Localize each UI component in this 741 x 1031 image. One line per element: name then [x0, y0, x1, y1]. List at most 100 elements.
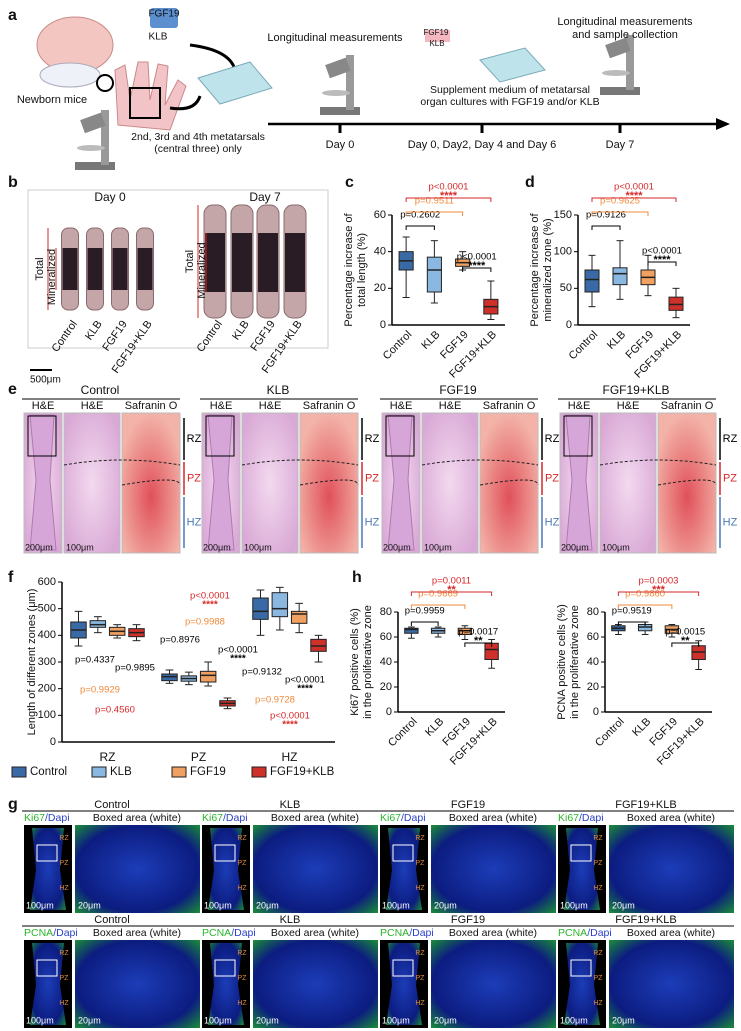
- boxed-area: [392, 959, 414, 977]
- bone-mineralized: [137, 248, 153, 290]
- label: (central three) only: [154, 143, 242, 155]
- legend-label: FGF19+KLB: [270, 766, 335, 778]
- stain-label: Ki67/Dapi: [558, 812, 604, 824]
- p-value: p=0.9895: [115, 663, 155, 674]
- bone-mineralized: [112, 248, 128, 290]
- label: RZ: [365, 433, 380, 445]
- micrograph: [299, 412, 359, 554]
- group-title: FGF19+KLB: [602, 383, 669, 397]
- label: 100μm: [602, 542, 630, 552]
- p-value: p=0.9511: [415, 196, 454, 207]
- boxed-area: [214, 959, 236, 977]
- label: HZ: [237, 885, 247, 892]
- label: Day 0, Day2, Day 4 and Day 6: [408, 139, 557, 151]
- p-value: p=0.9669: [418, 589, 458, 600]
- p-value: p=0.4337: [75, 655, 115, 666]
- label: RZ: [593, 835, 603, 842]
- label: PZ: [365, 472, 379, 484]
- micrograph: [121, 412, 181, 554]
- label: 2nd, 3rd and 4th metatarsals: [131, 131, 265, 143]
- label: HZ: [365, 516, 380, 528]
- boxed-area: [392, 844, 414, 862]
- fluorescence-image: [253, 825, 378, 913]
- significance-bracket: [405, 225, 435, 230]
- counterstain-name: /Dapi: [53, 927, 78, 939]
- p-value: p=0.9132: [242, 667, 282, 678]
- microscope: [346, 55, 354, 110]
- significance-bracket: [462, 267, 492, 272]
- label: 20μm: [434, 1015, 457, 1025]
- significance-bracket: [405, 197, 492, 202]
- label: 20μm: [612, 1015, 635, 1025]
- counterstain-name: /Dapi: [223, 812, 248, 824]
- legend-swatch: [91, 766, 107, 778]
- box: [271, 592, 289, 618]
- significance-stars: **: [474, 635, 483, 647]
- label: Longitudinal measurements: [557, 16, 693, 28]
- y-tick-label: 0: [593, 706, 599, 718]
- label: 20μm: [78, 900, 101, 910]
- zone-boundary: [657, 479, 717, 486]
- label: 100μm: [204, 1015, 232, 1025]
- x-tick-label: Control: [593, 716, 627, 750]
- group-title: Control: [81, 383, 120, 397]
- arrow: [169, 95, 202, 111]
- legend-swatch: [251, 766, 267, 778]
- panel-label: e: [8, 381, 17, 398]
- stain-label: PCNA/Dapi: [558, 927, 612, 939]
- boxed-area: [570, 844, 592, 862]
- stain-name: PCNA: [558, 927, 587, 939]
- label: HZ: [415, 1000, 425, 1007]
- x-tick-label: RZ: [100, 750, 116, 764]
- zone-boundary: [479, 479, 539, 486]
- significance-bracket: [591, 197, 677, 202]
- zone-boundary: [599, 459, 717, 466]
- y-tick-label: 100: [554, 246, 572, 258]
- stain-label: Ki67/Dapi: [380, 812, 426, 824]
- label: Day 7: [249, 190, 281, 204]
- boxed-area: [129, 87, 161, 119]
- y-tick-label: 0: [380, 319, 386, 331]
- fluorescence-image: [431, 940, 556, 1028]
- label: RZ: [237, 950, 247, 957]
- label: Safranin O: [303, 400, 356, 412]
- label: 20μm: [256, 900, 279, 910]
- label: H&E: [259, 400, 282, 412]
- label: Supplement medium of metatarsal: [430, 84, 590, 96]
- label: RZ: [59, 950, 69, 957]
- label: PZ: [723, 472, 737, 484]
- stain-name: PCNA: [380, 927, 409, 939]
- fluorescence-image: [253, 940, 378, 1028]
- label: H&E: [210, 400, 233, 412]
- boxed-area: [36, 959, 58, 977]
- y-tick-label: 0: [566, 319, 572, 331]
- label: RZ: [415, 835, 425, 842]
- bone-outline: [387, 414, 415, 551]
- label: 20μm: [434, 900, 457, 910]
- stain-name: Ki67: [24, 812, 45, 824]
- label: 200μm: [383, 542, 411, 552]
- microscope: [602, 70, 630, 76]
- boxed-area: [214, 844, 236, 862]
- y-axis-label: in the proliferative zone: [569, 605, 581, 719]
- counterstain-name: /Dapi: [409, 927, 434, 939]
- label: Boxed area (white): [449, 927, 537, 939]
- label: 200μm: [203, 542, 231, 552]
- significance-bracket: [617, 604, 673, 609]
- y-tick-label: 80: [587, 606, 599, 618]
- label: H&E: [390, 400, 413, 412]
- label: Day 7: [606, 139, 635, 151]
- label: Boxed area (white): [93, 927, 181, 939]
- y-tick-label: 500: [38, 603, 56, 615]
- y-tick-label: 80: [380, 606, 392, 618]
- y-axis-label: Ki67 positive cells (%): [349, 608, 361, 716]
- label: RZ: [593, 950, 603, 957]
- label: 100μm: [382, 900, 410, 910]
- group-title: FGF19+KLB: [615, 799, 676, 811]
- panel-label: c: [345, 174, 354, 191]
- label: 100μm: [382, 1015, 410, 1025]
- label: HZ: [723, 516, 738, 528]
- label: PZ: [594, 860, 604, 867]
- zoom-circle: [96, 74, 114, 92]
- significance-bracket: [591, 211, 649, 216]
